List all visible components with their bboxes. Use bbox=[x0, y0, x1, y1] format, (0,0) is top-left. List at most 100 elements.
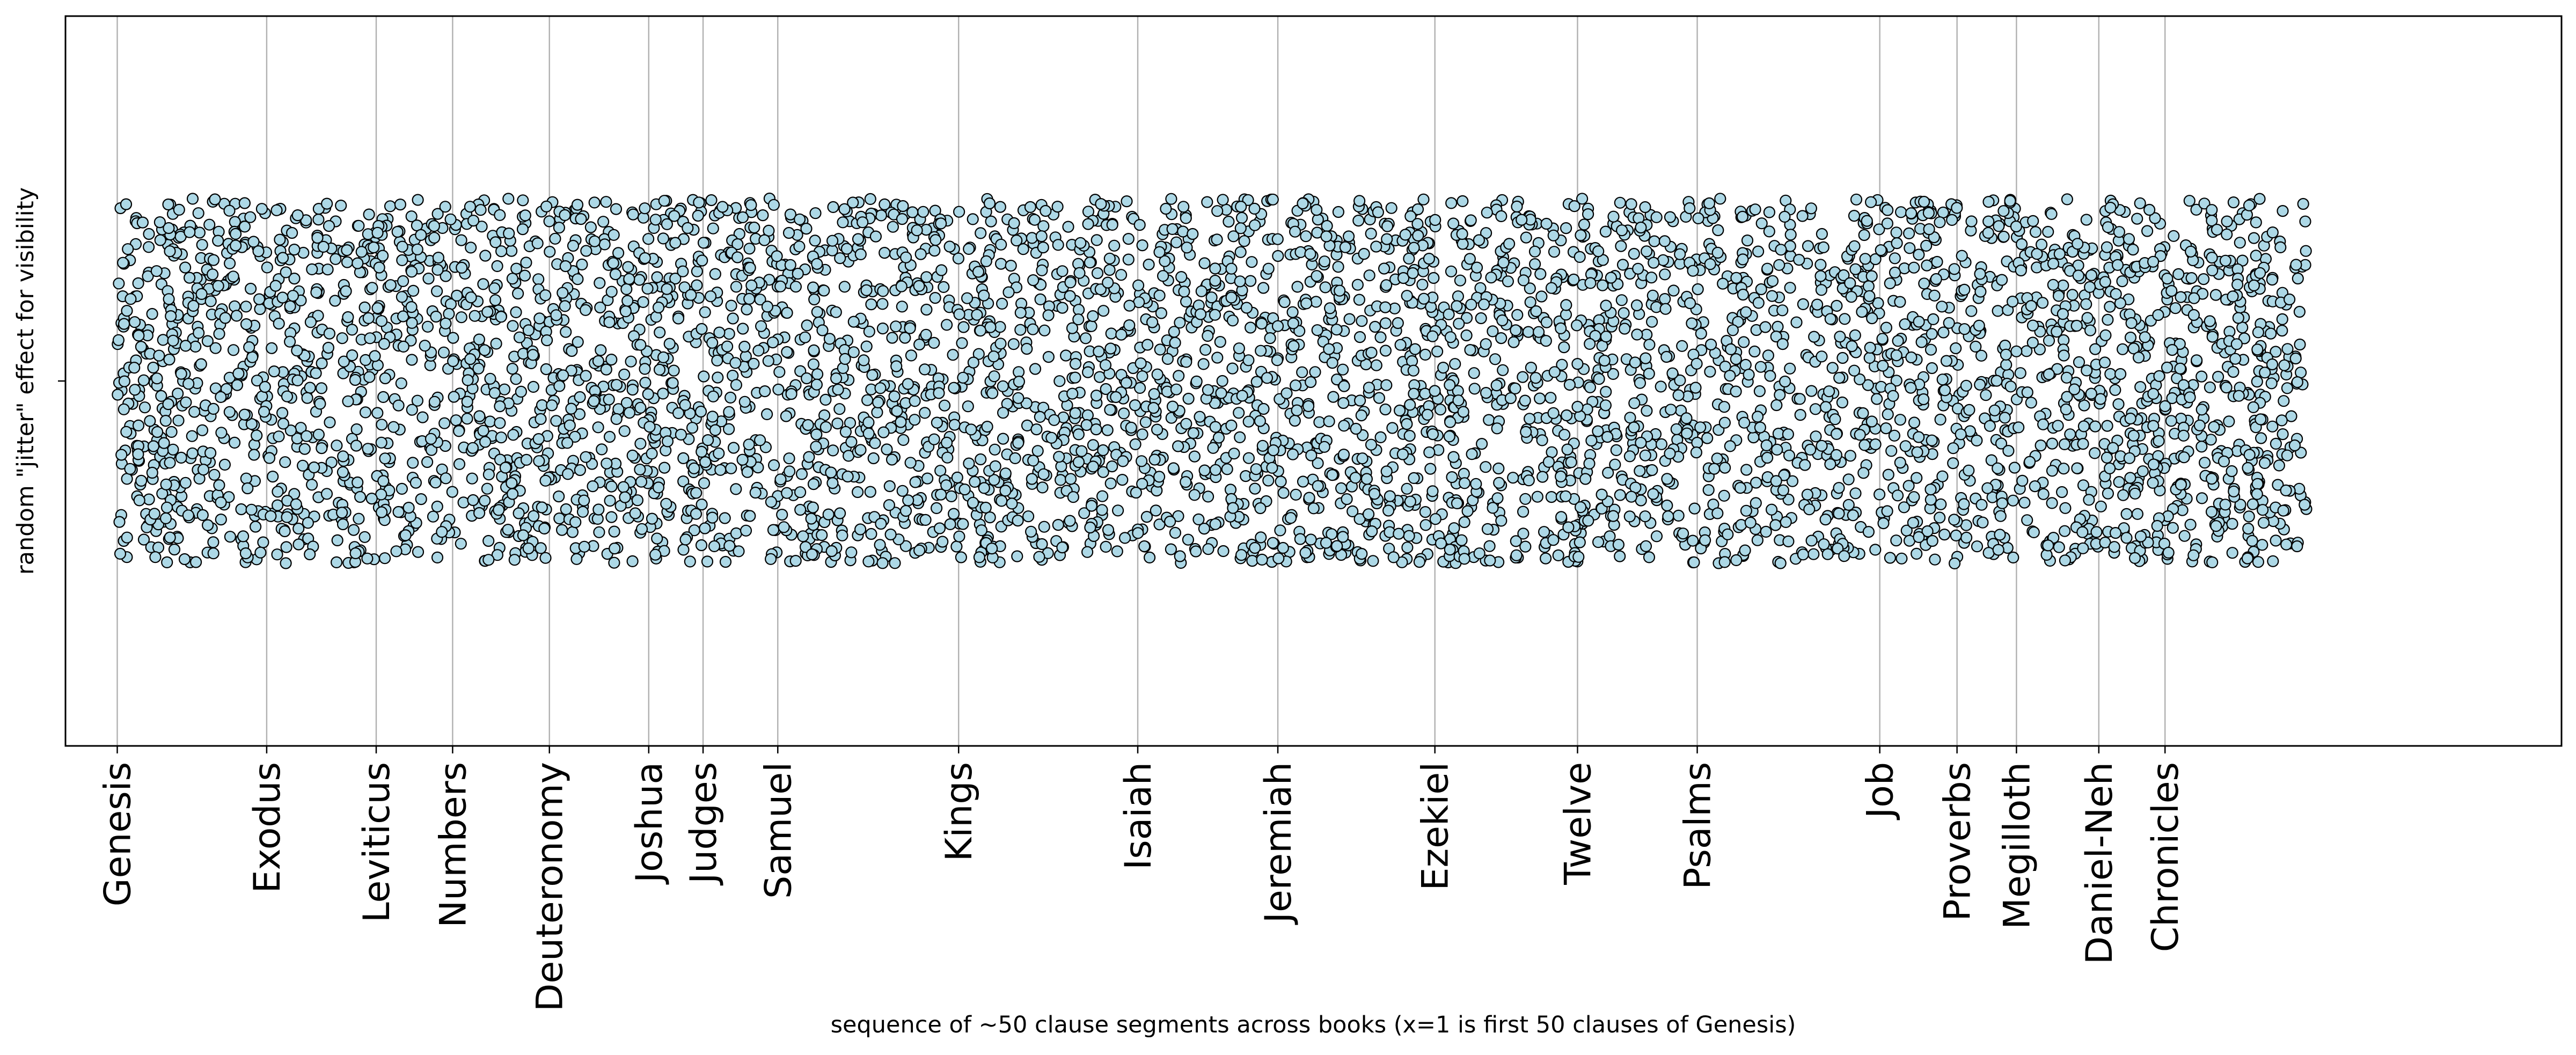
data-point bbox=[354, 490, 367, 503]
data-point bbox=[572, 273, 584, 285]
data-point bbox=[532, 433, 545, 445]
data-point bbox=[578, 494, 590, 507]
data-point bbox=[642, 388, 654, 400]
data-point bbox=[2081, 312, 2094, 324]
data-point bbox=[723, 539, 736, 552]
data-point bbox=[1718, 401, 1730, 413]
data-point bbox=[1401, 417, 1413, 430]
data-point bbox=[1326, 468, 1338, 481]
data-point bbox=[419, 340, 431, 352]
data-point bbox=[2026, 319, 2039, 332]
data-point bbox=[1305, 533, 1317, 546]
data-point bbox=[1899, 440, 1912, 452]
data-point bbox=[2007, 494, 2019, 507]
data-point bbox=[363, 208, 375, 221]
data-point bbox=[1254, 415, 1266, 427]
data-point bbox=[2060, 403, 2072, 416]
data-point bbox=[2265, 377, 2278, 390]
data-point bbox=[1454, 274, 1466, 287]
data-point bbox=[1739, 544, 1751, 556]
data-point bbox=[2110, 288, 2122, 301]
data-point bbox=[1766, 275, 1779, 287]
data-point bbox=[1349, 472, 1362, 484]
data-point bbox=[1882, 468, 1894, 481]
data-point bbox=[132, 419, 145, 432]
data-point bbox=[2254, 267, 2266, 279]
data-point bbox=[967, 356, 980, 369]
data-point bbox=[2046, 437, 2059, 450]
data-point bbox=[707, 222, 719, 235]
data-point bbox=[1982, 226, 1994, 239]
data-point bbox=[1634, 465, 1646, 477]
data-point bbox=[1718, 489, 1730, 502]
data-point bbox=[596, 443, 608, 456]
data-point bbox=[255, 203, 268, 215]
data-point bbox=[699, 306, 711, 318]
data-point bbox=[2223, 415, 2235, 428]
data-point bbox=[862, 427, 875, 439]
data-point bbox=[897, 434, 910, 446]
data-point bbox=[1809, 403, 1821, 415]
data-point bbox=[1307, 502, 1320, 515]
data-point bbox=[1485, 272, 1497, 284]
data-point bbox=[279, 456, 291, 468]
data-point bbox=[2043, 334, 2055, 347]
data-point bbox=[774, 280, 787, 292]
data-point bbox=[196, 509, 209, 522]
data-point bbox=[1456, 228, 1468, 240]
data-point bbox=[566, 526, 579, 538]
data-point bbox=[2053, 541, 2065, 553]
data-point bbox=[421, 456, 434, 468]
data-point bbox=[1352, 215, 1365, 227]
data-point bbox=[1496, 314, 1509, 327]
data-point bbox=[604, 494, 616, 507]
data-point bbox=[1631, 328, 1643, 341]
data-point bbox=[1534, 268, 1547, 280]
data-point bbox=[1571, 357, 1584, 370]
data-point bbox=[1190, 545, 1202, 558]
data-point bbox=[1106, 218, 1118, 231]
data-point bbox=[290, 498, 302, 510]
data-point bbox=[1094, 371, 1106, 383]
data-point bbox=[559, 300, 571, 312]
data-point bbox=[2152, 309, 2164, 321]
data-point bbox=[1465, 298, 1477, 311]
data-point bbox=[1356, 452, 1368, 465]
data-point bbox=[1064, 290, 1076, 302]
data-point bbox=[2029, 226, 2042, 238]
data-point bbox=[2266, 420, 2279, 433]
data-point bbox=[847, 316, 860, 328]
data-point bbox=[1905, 382, 1917, 394]
data-point bbox=[2241, 552, 2253, 565]
data-point bbox=[2246, 534, 2258, 547]
data-point bbox=[1234, 431, 1246, 444]
data-point bbox=[341, 256, 354, 268]
data-point bbox=[1300, 230, 1312, 243]
data-point bbox=[1737, 253, 1749, 266]
data-point bbox=[1965, 215, 1978, 228]
data-point bbox=[962, 400, 974, 413]
data-point bbox=[2205, 505, 2218, 518]
data-point bbox=[1373, 392, 1385, 404]
data-point bbox=[795, 468, 808, 480]
data-point bbox=[677, 475, 690, 488]
data-point bbox=[271, 499, 284, 511]
data-point bbox=[1963, 404, 1975, 416]
data-point bbox=[2284, 293, 2296, 306]
data-point bbox=[2047, 279, 2059, 291]
data-point bbox=[245, 282, 257, 295]
data-point bbox=[317, 240, 330, 253]
data-point bbox=[1147, 401, 1160, 414]
data-point bbox=[353, 219, 365, 232]
data-point bbox=[1722, 528, 1734, 540]
data-point bbox=[1885, 445, 1898, 457]
data-point bbox=[1380, 279, 1393, 291]
data-point bbox=[1996, 497, 2008, 509]
data-point bbox=[1346, 505, 1359, 518]
data-point bbox=[1743, 369, 1755, 381]
data-point bbox=[1865, 196, 1877, 208]
data-point bbox=[2270, 437, 2282, 450]
data-point bbox=[1774, 389, 1786, 401]
data-point bbox=[838, 203, 851, 215]
data-point bbox=[1755, 283, 1767, 296]
